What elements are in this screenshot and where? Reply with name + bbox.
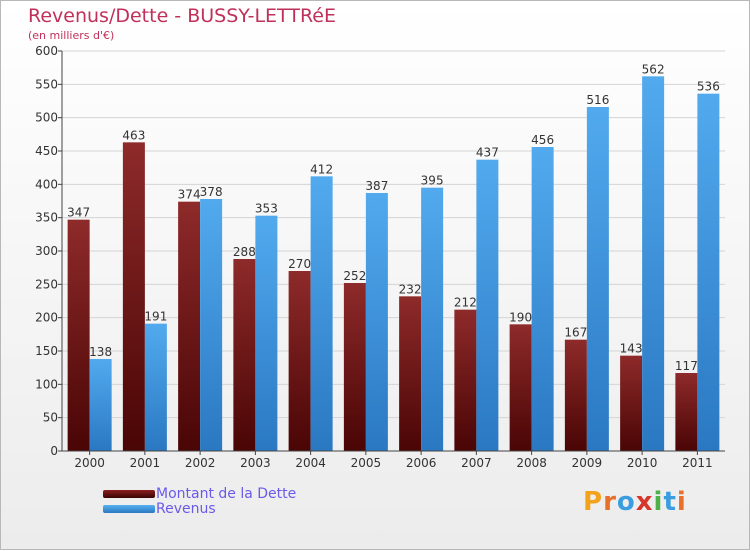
bar-dette bbox=[67, 219, 90, 451]
data-label: 190 bbox=[509, 310, 532, 324]
logo-letter: t bbox=[663, 487, 677, 517]
y-tick-label: 200 bbox=[35, 311, 58, 325]
x-tick-label: 2007 bbox=[461, 456, 492, 470]
bar-revenus bbox=[310, 176, 333, 452]
data-label: 378 bbox=[200, 185, 223, 199]
legend-label-revenus: Revenus bbox=[156, 501, 216, 517]
y-tick-label: 350 bbox=[35, 211, 58, 225]
bar-revenus bbox=[531, 147, 554, 451]
bar-dette bbox=[288, 271, 311, 451]
data-label: 412 bbox=[310, 162, 333, 176]
y-tick-label: 400 bbox=[35, 177, 58, 191]
bar-dette bbox=[675, 373, 698, 451]
x-tick-label: 2009 bbox=[572, 456, 603, 470]
y-tick-label: 300 bbox=[35, 244, 58, 258]
data-label: 395 bbox=[421, 174, 444, 188]
data-label: 463 bbox=[122, 128, 145, 142]
bar-revenus bbox=[365, 193, 388, 451]
logo-letter: P bbox=[583, 487, 604, 517]
logo-letter: i bbox=[676, 487, 687, 517]
bar-dette bbox=[564, 339, 587, 451]
x-tick-label: 2003 bbox=[240, 456, 271, 470]
y-tick-label: 500 bbox=[35, 111, 58, 125]
y-tick-label: 550 bbox=[35, 77, 58, 91]
bar-dette bbox=[233, 259, 256, 451]
bar-revenus bbox=[421, 187, 444, 451]
logo-letter: r bbox=[603, 487, 617, 517]
data-label: 374 bbox=[178, 188, 201, 202]
x-tick-label: 2011 bbox=[682, 456, 713, 470]
bar-dette bbox=[178, 201, 201, 451]
bar-dette bbox=[454, 309, 477, 451]
y-tick-label: 250 bbox=[35, 277, 58, 291]
x-tick-label: 2001 bbox=[130, 456, 161, 470]
x-tick-label: 2010 bbox=[627, 456, 658, 470]
bar-revenus bbox=[642, 76, 665, 451]
y-tick-label: 600 bbox=[35, 44, 58, 58]
y-tick-label: 0 bbox=[50, 444, 58, 458]
bar-dette bbox=[620, 355, 643, 451]
x-tick-label: 2006 bbox=[406, 456, 437, 470]
data-label: 536 bbox=[697, 80, 720, 94]
data-label: 138 bbox=[89, 345, 112, 359]
y-tick-label: 100 bbox=[35, 377, 58, 391]
logo-letter: o bbox=[616, 487, 636, 517]
data-label: 270 bbox=[288, 257, 311, 271]
bar-revenus bbox=[89, 359, 112, 451]
data-label: 143 bbox=[620, 342, 643, 356]
data-label: 252 bbox=[343, 269, 366, 283]
data-label: 347 bbox=[67, 206, 90, 220]
legend-swatch-revenus bbox=[103, 505, 155, 513]
data-label: 353 bbox=[255, 202, 278, 216]
y-tick-label: 50 bbox=[43, 411, 58, 425]
data-label: 167 bbox=[564, 326, 587, 340]
data-label: 212 bbox=[454, 296, 477, 310]
data-label: 387 bbox=[365, 179, 388, 193]
bar-revenus bbox=[476, 159, 499, 451]
x-tick-label: 2005 bbox=[351, 456, 382, 470]
bar-dette bbox=[343, 283, 366, 451]
data-label: 562 bbox=[642, 62, 665, 76]
bar-revenus bbox=[200, 199, 223, 451]
logo-letter: x bbox=[635, 487, 654, 517]
bar-revenus bbox=[586, 107, 609, 451]
bar-revenus bbox=[255, 215, 278, 451]
legend-swatch-dette bbox=[103, 490, 155, 498]
x-tick-label: 2002 bbox=[185, 456, 216, 470]
bar-revenus bbox=[144, 323, 167, 451]
bar-dette bbox=[399, 296, 422, 451]
bar-revenus bbox=[697, 93, 720, 452]
y-tick-label: 150 bbox=[35, 344, 58, 358]
bar-dette bbox=[122, 142, 145, 452]
data-label: 456 bbox=[531, 133, 554, 147]
x-tick-label: 2008 bbox=[516, 456, 547, 470]
data-label: 117 bbox=[675, 359, 698, 373]
x-tick-label: 2000 bbox=[74, 456, 105, 470]
data-label: 437 bbox=[476, 146, 499, 160]
chart-subtitle: (en milliers d'€) bbox=[28, 29, 115, 42]
y-tick-label: 450 bbox=[35, 144, 58, 158]
data-label: 232 bbox=[399, 282, 422, 296]
bar-dette bbox=[509, 324, 532, 451]
proxiti-logo: Proxiti bbox=[583, 487, 687, 517]
legend-label-dette: Montant de la Dette bbox=[156, 486, 297, 502]
data-label: 191 bbox=[144, 310, 167, 324]
chart-title: Revenus/Dette - BUSSY-LETTRéE bbox=[28, 5, 336, 27]
logo-letter: i bbox=[653, 487, 664, 517]
x-tick-label: 2004 bbox=[295, 456, 326, 470]
data-label: 516 bbox=[586, 93, 609, 107]
data-label: 288 bbox=[233, 245, 256, 259]
